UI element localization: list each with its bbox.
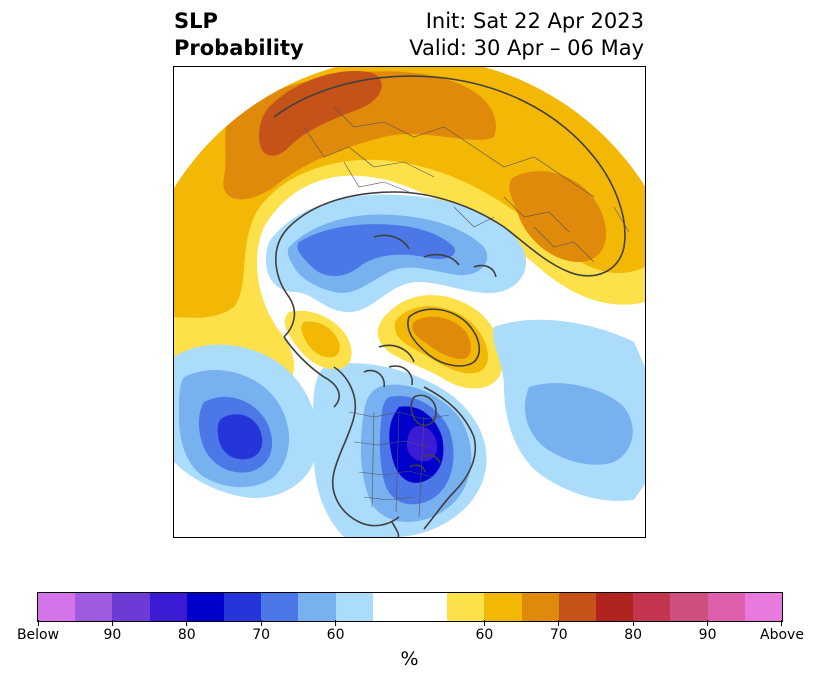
tick-label: 60 [475,627,494,643]
tick-label: 60 [326,627,345,643]
title-variable: SLP [174,9,218,33]
above-region-west-pacific-70 [301,321,340,358]
colorbar-cell [186,593,225,621]
eurasia-coastline [273,75,626,338]
colorbar-tick: 70 [550,620,568,643]
florida [391,521,400,537]
title-type: Probability [174,36,304,60]
tick-label: 90 [698,627,717,643]
hudson-bay [410,394,437,427]
above-region-siberia-70 [509,171,607,262]
colorbar-cell [372,593,411,621]
title-left: SLP Probability [174,8,304,62]
init-date: Init: Sat 22 Apr 2023 [425,9,644,33]
colorbar-cell [670,593,708,621]
tick-mark [260,620,262,626]
borders [303,106,630,518]
arctic-islands [373,234,497,278]
map-panel [173,66,646,538]
colorbar-cell [596,593,634,621]
valid-period: Valid: 30 Apr – 06 May [409,36,644,60]
tick-mark [781,620,783,626]
title-right: Init: Sat 22 Apr 2023 Valid: 30 Apr – 06… [409,8,644,62]
colorbar-cell [261,593,299,621]
above-region-europe-80 [259,71,382,156]
below-region-asia-80 [297,224,455,276]
tick-mark [335,620,337,626]
tick-mark [632,620,634,626]
colorbar-cell [633,593,671,621]
below-region-pacific-90 [217,414,263,460]
colorbar-cell [410,593,448,621]
colorbar-cell [744,593,783,621]
colorbar-cell [112,593,150,621]
colorbar-tick: 90 [699,620,717,643]
tick-mark [707,620,709,626]
colorbar-cell [558,593,597,621]
great-lakes [409,454,441,473]
canada-arctic-coastline [363,344,415,388]
below-region-na-core [406,426,438,462]
tick-label: Above [760,627,804,643]
probability-field [174,67,645,537]
colorbar-cell [38,593,76,621]
colorbar-cell [707,593,745,621]
tick-label: Below [16,627,60,643]
colorbar-cell [75,593,113,621]
below-region-atlantic-70 [524,383,633,465]
tick-label: 80 [624,627,643,643]
colorbar-cell [298,593,336,621]
colorbar-tick: 60 [475,620,493,643]
tick-mark [111,620,113,626]
colorbar-cell [224,593,262,621]
tick-mark [558,620,560,626]
colorbar-cell [521,593,559,621]
tick-label: 80 [177,627,196,643]
asia-east-coastline [283,336,340,408]
coastlines [273,75,626,537]
colorbar-tick: Above [760,620,804,643]
colorbar-cell [149,593,187,621]
above-region-greenland-80 [412,316,471,359]
colorbar-tick: 70 [252,620,270,643]
colorbar-tick: 90 [103,620,121,643]
colorbar-tick: Below [17,620,59,643]
colorbar-unit: % [400,648,419,670]
colorbar-tick: 80 [178,620,196,643]
north-america-coastline [332,366,477,530]
colorbar-tick: 60 [327,620,345,643]
tick-label: 70 [549,627,568,643]
colorbar-cell [335,593,373,621]
tick-mark [186,620,188,626]
colorbar-cell [447,593,485,621]
colorbar-tick: 80 [624,620,642,643]
tick-label: 70 [252,627,271,643]
polar-map [174,67,645,537]
tick-mark [483,620,485,626]
greenland-coastline [407,308,481,367]
colorbar-ticks: Below 90 80 70 60 60 70 80 90 Above [17,620,804,650]
tick-mark [37,620,39,626]
colorbar-cell [484,593,522,621]
tick-label: 90 [103,627,122,643]
colorbar [37,592,783,622]
